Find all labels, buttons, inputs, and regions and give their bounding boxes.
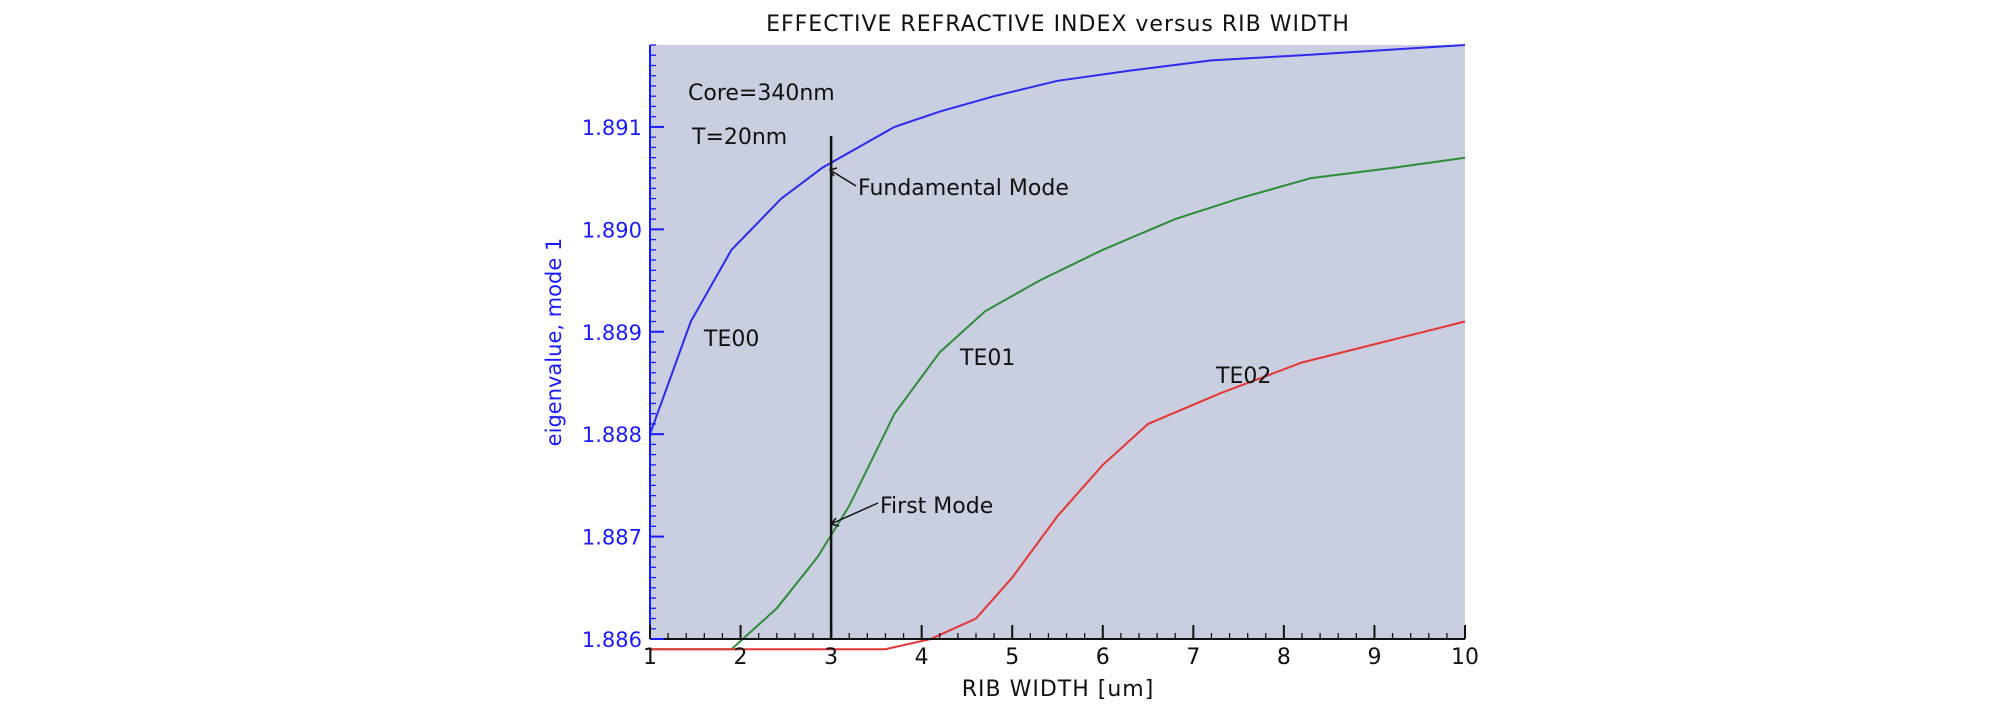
series-line-te02 bbox=[650, 320, 1466, 651]
y-tick-label: 1.888 bbox=[582, 423, 642, 447]
series-layer bbox=[649, 44, 1466, 651]
x-axis-label: RIB WIDTH [um] bbox=[962, 677, 1155, 702]
series-line-te01 bbox=[650, 156, 1466, 651]
x-tick-label: 4 bbox=[915, 645, 929, 670]
fundamental-mode-arrow bbox=[828, 167, 857, 187]
x-axis-ticks: 1 2 3 4 5 6 7 8 9 10 bbox=[643, 625, 1479, 670]
x-tick-label: 1 bbox=[643, 645, 657, 670]
label-te00: TE00 bbox=[703, 327, 759, 352]
first-mode-arrow bbox=[829, 502, 879, 527]
annotation-first-mode: First Mode bbox=[880, 494, 993, 519]
y-tick-label: 1.890 bbox=[582, 218, 642, 242]
label-te01: TE01 bbox=[959, 346, 1015, 371]
y-axis-label: eigenvalue, mode 1 bbox=[542, 238, 566, 447]
x-tick-label: 6 bbox=[1096, 645, 1110, 670]
y-axis-ticks: 1.886 1.887 1.888 1.889 1.890 1.891 bbox=[582, 44, 664, 652]
x-tick-label: 10 bbox=[1451, 645, 1479, 670]
x-tick-label: 8 bbox=[1277, 645, 1291, 670]
chart-title: EFFECTIVE REFRACTIVE INDEX versus RIB WI… bbox=[766, 12, 1350, 37]
series-line-te00 bbox=[649, 44, 1466, 435]
annotation-fundamental-mode: Fundamental Mode bbox=[858, 176, 1069, 201]
x-tick-label: 3 bbox=[824, 645, 838, 670]
y-tick-label: 1.891 bbox=[582, 116, 642, 140]
label-te02: TE02 bbox=[1215, 364, 1271, 389]
plot-area-background bbox=[650, 45, 1465, 639]
x-tick-label: 7 bbox=[1186, 645, 1200, 670]
x-tick-label: 2 bbox=[734, 645, 748, 670]
y-tick-label: 1.889 bbox=[582, 321, 642, 345]
y-tick-label: 1.886 bbox=[582, 628, 642, 652]
y-tick-label: 1.887 bbox=[582, 526, 642, 550]
annotation-core: Core=340nm bbox=[688, 81, 835, 106]
annotation-thickness: T=20nm bbox=[691, 125, 787, 150]
x-tick-label: 5 bbox=[1005, 645, 1019, 670]
x-tick-label: 9 bbox=[1367, 645, 1381, 670]
